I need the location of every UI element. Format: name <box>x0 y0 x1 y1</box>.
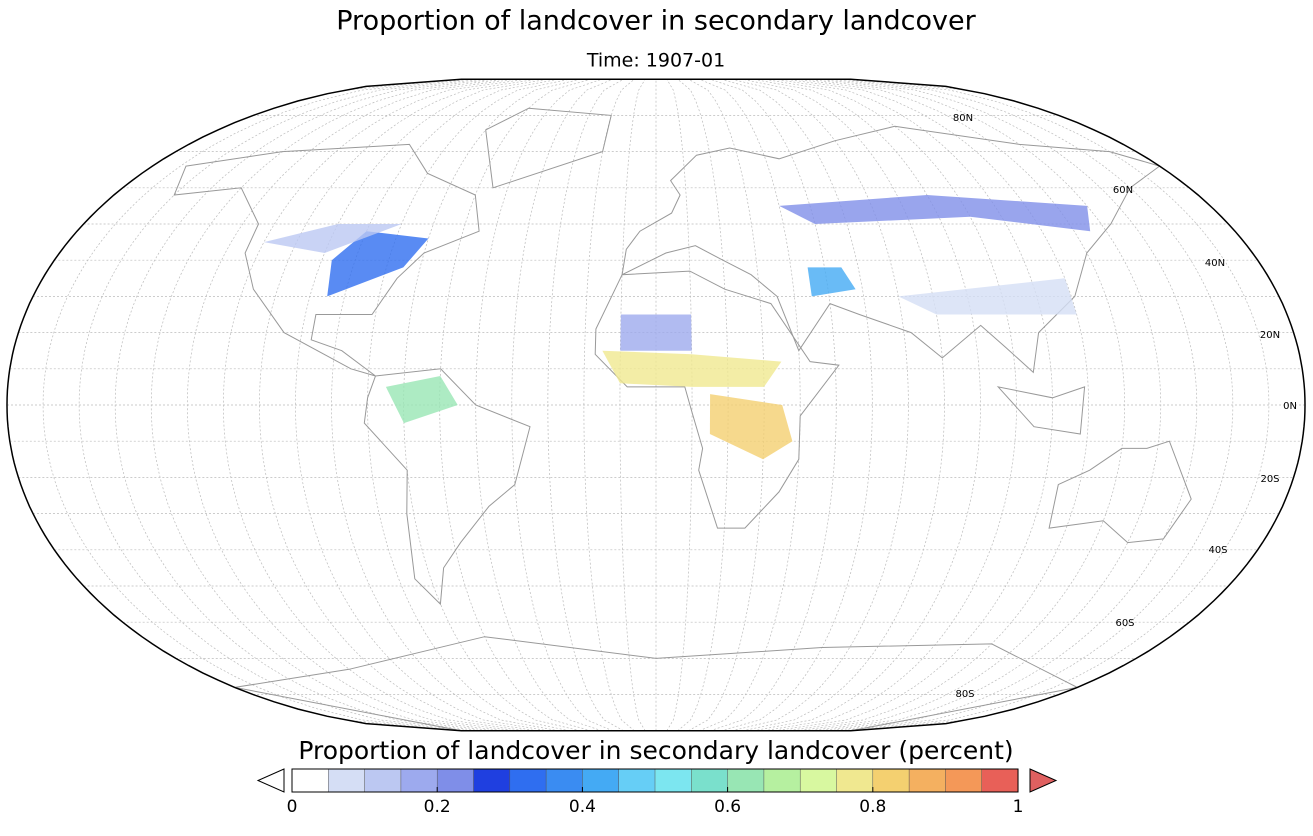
colorbar-tick-label: 0.8 <box>859 797 886 817</box>
colorbar-bin <box>436 768 475 793</box>
lat-label: 0N <box>1283 401 1297 412</box>
colorbar-bin <box>691 768 729 793</box>
lat-label: 20S <box>1260 474 1279 485</box>
colorbar-bin <box>328 768 366 793</box>
map-inner <box>7 79 1305 731</box>
colorbar-tick-label: 0 <box>287 797 298 817</box>
colorbar-bin <box>872 768 910 793</box>
land-patch <box>385 376 458 424</box>
land-patch <box>620 314 692 351</box>
land-patch <box>327 231 429 297</box>
colorbar-bin <box>799 768 838 793</box>
colorbar-bin <box>908 768 946 793</box>
colorbar-bin <box>945 768 983 793</box>
colorbar-tick-label: 0.4 <box>569 797 596 817</box>
lat-label: 40S <box>1208 545 1227 556</box>
meridian <box>699 79 801 731</box>
colorbar-bin <box>509 768 547 793</box>
land <box>485 107 612 189</box>
colorbar-bin <box>291 768 329 793</box>
colorbar-bin <box>981 768 1019 793</box>
land <box>234 636 1079 731</box>
map: 80N 60N 40N 20N 0N 20S 40S 60S 80S <box>6 78 1306 732</box>
colorbar-tick-label: 1 <box>1013 797 1024 817</box>
meridian <box>688 79 765 731</box>
meridian <box>78 79 483 731</box>
colorbar-bin <box>654 768 692 793</box>
colorbar-bin <box>836 768 874 793</box>
land <box>996 386 1086 435</box>
meridian <box>439 79 592 731</box>
lat-label: 80N <box>953 113 973 124</box>
colorbar-bin <box>545 768 583 793</box>
map-border <box>6 78 1306 732</box>
meridian <box>583 79 635 731</box>
lat-label: 20N <box>1260 330 1280 341</box>
land-patch <box>709 394 793 460</box>
land-patch <box>263 224 402 253</box>
land <box>1048 440 1192 544</box>
meridian <box>742 79 945 731</box>
land <box>363 368 531 606</box>
meridian <box>511 79 613 731</box>
land <box>621 125 1161 374</box>
lat-label: 60S <box>1115 618 1134 629</box>
land-patch <box>807 267 856 297</box>
meridian <box>774 79 1053 731</box>
land <box>594 270 840 529</box>
lat-label: 40N <box>1205 258 1225 269</box>
colorbar-bin <box>582 768 620 793</box>
colorbar-under <box>256 768 285 793</box>
colorbar-tick-label: 0.6 <box>714 797 741 817</box>
colorbar-frame <box>291 768 1019 793</box>
colorbar-bin <box>763 768 801 793</box>
colorbar-tick-label: 0.2 <box>424 797 451 817</box>
meridian <box>764 79 1017 731</box>
colorbar-bin <box>364 768 402 793</box>
land <box>173 143 480 377</box>
colorbar-bin <box>400 768 438 793</box>
colorbar-label: Proportion of landcover in secondary lan… <box>298 736 1013 765</box>
lat-label: 60N <box>1113 185 1133 196</box>
land-patch <box>898 278 1077 315</box>
meridian <box>720 79 873 731</box>
meridian <box>475 79 603 731</box>
colorbar-bin <box>473 768 511 793</box>
title: Proportion of landcover in secondary lan… <box>336 6 976 37</box>
land-patch <box>602 350 782 387</box>
colorbar-bin <box>618 768 656 793</box>
land-patch <box>779 195 1091 232</box>
colorbar: 0 0.2 0.4 0.6 0.8 1 <box>256 768 1058 817</box>
colorbar-over <box>1029 768 1058 793</box>
colorbar-bin <box>727 768 765 793</box>
subtitle: Time: 1907-01 <box>586 50 725 72</box>
meridian <box>259 79 538 731</box>
lat-label: 80S <box>955 689 974 700</box>
